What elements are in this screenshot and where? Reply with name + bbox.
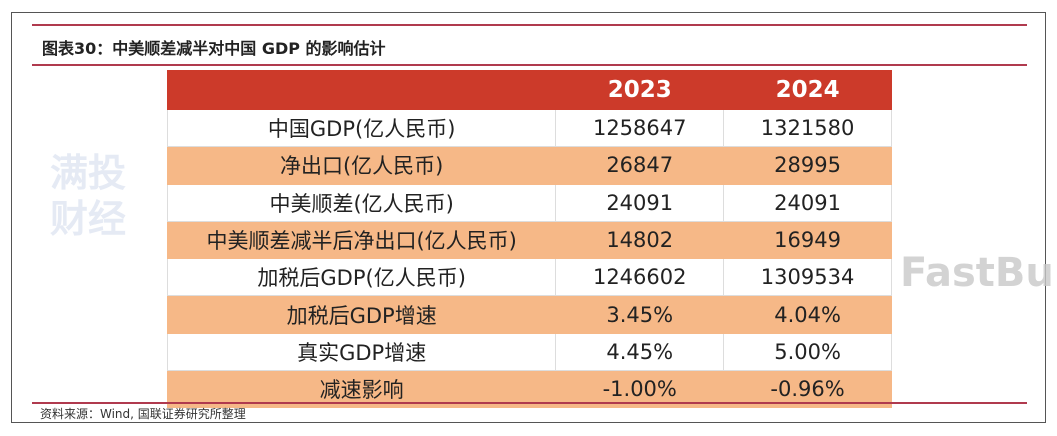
- row-label: 中国GDP(亿人民币): [166, 108, 557, 148]
- table-row: 中国GDP(亿人民币) 1258647 1321580: [166, 108, 892, 148]
- row-label: 中美顺差(亿人民币): [166, 183, 557, 222]
- cell-2024: 28995: [723, 146, 892, 185]
- data-table: 2023 2024 中国GDP(亿人民币) 1258647 1321580 净出口(亿…: [166, 70, 892, 409]
- watermark: 满投财经: [50, 151, 127, 241]
- row-label: 净出口(亿人民币): [166, 146, 557, 185]
- header-2024: 2024: [723, 70, 892, 110]
- cell-2024: 1321580: [723, 108, 892, 148]
- cell-2023: 4.45%: [555, 332, 725, 372]
- table-row: 净出口(亿人民币) 26847 28995: [166, 146, 892, 185]
- source-note: 资料来源：Wind, 国联证券研究所整理: [40, 407, 246, 421]
- row-label: 中美顺差减半后净出口(亿人民币): [166, 220, 557, 260]
- row-label: 加税后GDP(亿人民币): [166, 258, 557, 297]
- cell-2023: 1246602: [555, 258, 725, 297]
- bottom-rule: [32, 402, 1027, 404]
- cell-2024: 1309534: [723, 258, 892, 297]
- header-label: [166, 70, 557, 110]
- table-row: 中美顺差(亿人民币) 24091 24091: [166, 183, 892, 222]
- cell-2023: -1.00%: [555, 370, 725, 409]
- title-rule: [32, 64, 1027, 66]
- table-row: 真实GDP增速 4.45% 5.00%: [166, 332, 892, 372]
- header-row: 2023 2024: [166, 70, 892, 110]
- row-label: 减速影响: [166, 370, 557, 409]
- cell-2024: 4.04%: [723, 295, 892, 334]
- row-label: 真实GDP增速: [166, 332, 557, 372]
- table-row: 加税后GDP增速 3.45% 4.04%: [166, 295, 892, 334]
- table-row: 减速影响 -1.00% -0.96%: [166, 370, 892, 409]
- watermark-fastbull: FastBull: [900, 250, 1057, 296]
- table-row: 中美顺差减半后净出口(亿人民币) 14802 16949: [166, 220, 892, 260]
- cell-2023: 14802: [555, 220, 725, 260]
- cell-2024: -0.96%: [723, 370, 892, 409]
- cell-2024: 16949: [723, 220, 892, 260]
- cell-2023: 26847: [555, 146, 725, 185]
- header-2023: 2023: [555, 70, 725, 110]
- row-label: 加税后GDP增速: [166, 295, 557, 334]
- cell-2023: 1258647: [555, 108, 725, 148]
- cell-2024: 24091: [723, 183, 892, 222]
- cell-2023: 24091: [555, 183, 725, 222]
- cell-2023: 3.45%: [555, 295, 725, 334]
- table-row: 加税后GDP(亿人民币) 1246602 1309534: [166, 258, 892, 297]
- top-rule: [32, 24, 1027, 26]
- figure-frame: [11, 12, 1046, 423]
- figure-title: 图表30：中美顺差减半对中国 GDP 的影响估计: [42, 39, 386, 58]
- cell-2024: 5.00%: [723, 332, 892, 372]
